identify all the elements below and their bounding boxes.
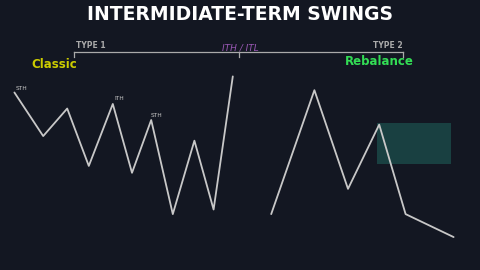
Text: TYPE 1: TYPE 1 [76,40,106,50]
Text: STH: STH [150,113,162,118]
Text: ITH / ITL: ITH / ITL [222,43,258,52]
Text: TYPE 2: TYPE 2 [372,40,402,50]
Text: INTERMIDIATE-TERM SWINGS: INTERMIDIATE-TERM SWINGS [87,5,393,24]
Bar [377,123,451,164]
Text: ITH: ITH [114,96,124,100]
Text: Rebalance: Rebalance [345,55,414,68]
Text: STH: STH [15,86,27,91]
Text: Classic: Classic [31,58,77,72]
